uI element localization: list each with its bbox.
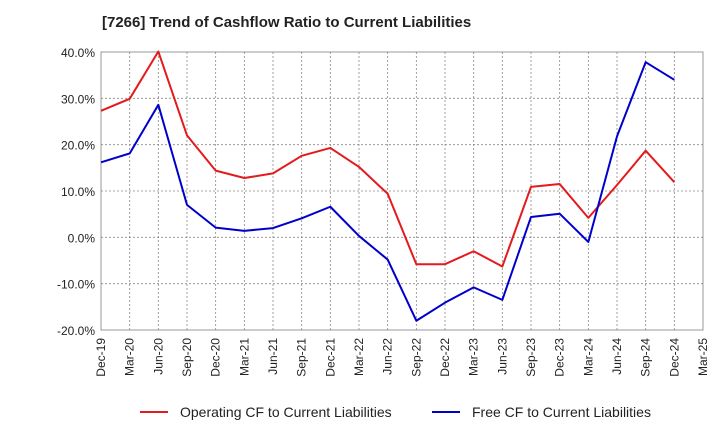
x-tick-label: Dec-24 bbox=[667, 338, 681, 377]
x-tick-label: Dec-23 bbox=[553, 338, 567, 377]
x-tick-label: Jun-22 bbox=[381, 338, 395, 375]
y-tick-label: -10.0% bbox=[57, 278, 95, 292]
legend-label-free-cf: Free CF to Current Liabilities bbox=[472, 404, 651, 420]
x-tick-label: Dec-21 bbox=[323, 338, 337, 377]
x-tick-label: Mar-23 bbox=[467, 338, 481, 376]
legend-item-free-cf: Free CF to Current Liabilities bbox=[432, 404, 651, 420]
x-tick-label: Sep-23 bbox=[524, 338, 538, 377]
series-line-free-cf bbox=[100, 61, 675, 322]
x-tick-label: Jun-24 bbox=[610, 338, 624, 375]
legend-swatch-operating-cf bbox=[140, 411, 168, 413]
y-tick-label: 20.0% bbox=[61, 139, 95, 153]
x-tick-label: Dec-19 bbox=[94, 338, 108, 377]
x-tick-label: Jun-21 bbox=[266, 338, 280, 375]
x-tick-label: Jun-20 bbox=[151, 338, 165, 375]
legend-swatch-free-cf bbox=[432, 411, 460, 413]
axis-layer: -20.0% -10.0% 0.0% 10.0% 20.0% 30.0% 40.0% Dec-… bbox=[57, 46, 710, 377]
x-tick-label: Mar-24 bbox=[581, 338, 595, 376]
x-tick-label: Sep-22 bbox=[409, 338, 423, 377]
x-tick-label: Mar-22 bbox=[352, 338, 366, 376]
x-tick-label: Sep-21 bbox=[295, 338, 309, 377]
y-tick-label: 10.0% bbox=[61, 185, 95, 199]
x-tick-label: Mar-21 bbox=[237, 338, 251, 376]
y-tick-label: 0.0% bbox=[68, 231, 96, 245]
series-line-operating-cf bbox=[100, 50, 676, 268]
x-tick-label: Sep-20 bbox=[180, 338, 194, 377]
x-tick-label: Mar-25 bbox=[696, 338, 710, 376]
x-tick-label: Mar-20 bbox=[123, 338, 137, 376]
legend-label-operating-cf: Operating CF to Current Liabilities bbox=[180, 404, 392, 420]
x-tick-label: Dec-22 bbox=[438, 338, 452, 377]
legend-item-operating-cf: Operating CF to Current Liabilities bbox=[140, 404, 392, 420]
x-tick-label: Sep-24 bbox=[639, 338, 653, 377]
y-tick-label: 30.0% bbox=[61, 92, 95, 106]
x-tick-label: Dec-20 bbox=[209, 338, 223, 377]
chart-title: [7266] Trend of Cashflow Ratio to Curren… bbox=[102, 14, 472, 31]
x-tick-label: Jun-23 bbox=[495, 338, 509, 375]
y-tick-label: 40.0% bbox=[61, 46, 95, 60]
series-layer bbox=[100, 50, 676, 322]
y-tick-label: -20.0% bbox=[57, 324, 95, 338]
